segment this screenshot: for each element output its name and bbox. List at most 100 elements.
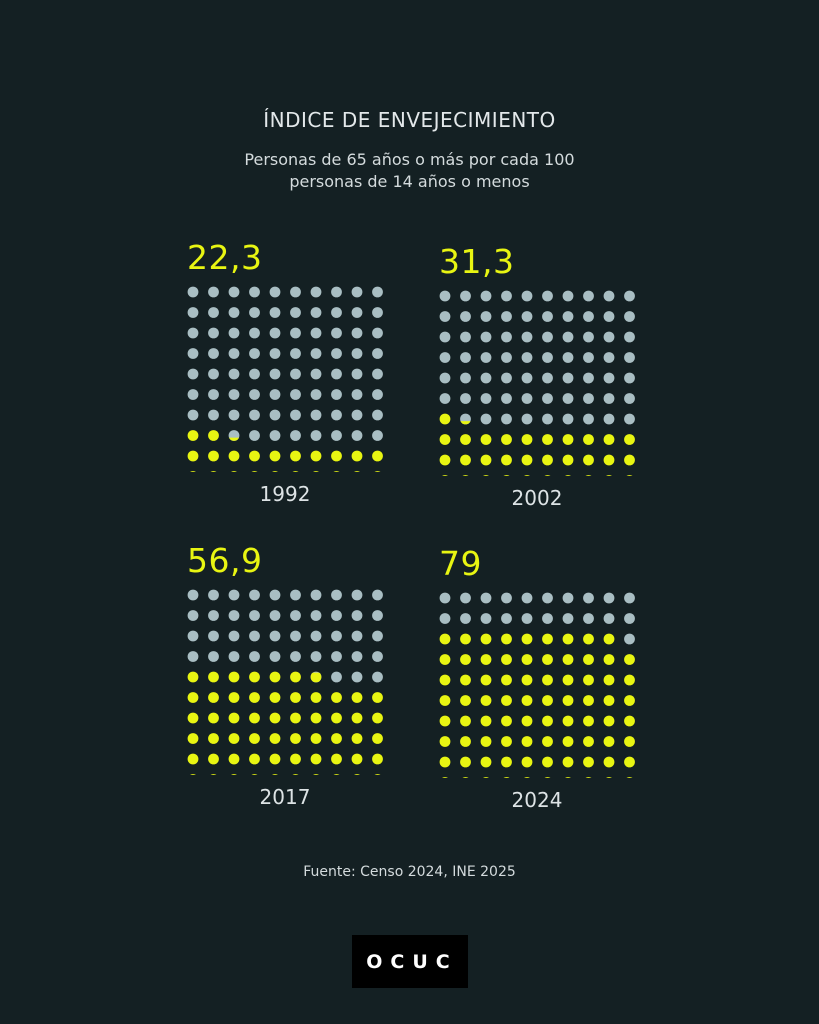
empty-dot [372,286,383,298]
empty-dot [372,409,383,421]
empty-dot [583,331,594,343]
empty-dot [331,671,342,683]
empty-dot [480,613,492,624]
empty-dot [583,290,594,302]
filled-dot [208,753,219,765]
filled-dot [290,671,301,683]
filled-dot [542,736,553,747]
filled-dot [606,777,612,778]
filled-dot [521,454,533,466]
filled-dot [544,777,551,778]
empty-dot [269,348,281,359]
empty-dot [562,393,574,404]
empty-dot [249,409,260,421]
subtitle-line-1: Personas de 65 años o más por cada 100 [244,150,575,169]
empty-dot [583,613,594,624]
filled-dot [480,633,492,645]
empty-dot [187,630,199,642]
filled-dot [583,756,594,768]
filled-dot [272,774,278,775]
filled-dot [501,454,512,466]
empty-dot [372,327,383,339]
filled-dot [501,736,512,747]
empty-dot [228,589,240,601]
empty-dot [290,368,301,380]
filled-dot [292,774,299,775]
empty-dot [269,286,281,298]
empty-dot [603,372,615,384]
filled-dot [331,733,342,744]
empty-dot [521,352,533,363]
empty-dot [310,430,322,441]
source-note: Fuente: Censo 2024, INE 2025 [303,864,516,880]
filled-dot [372,733,383,744]
filled-dot [251,471,258,472]
empty-dot [351,671,363,683]
empty-dot [624,311,635,322]
filled-dot [290,692,301,703]
empty-dot [208,368,219,380]
filled-dot [480,434,492,445]
empty-dot [228,327,240,339]
filled-dot [231,774,237,775]
empty-dot [460,372,471,384]
ocuc-logo: OCUC [352,935,468,988]
filled-dot [562,715,574,727]
filled-dot [460,654,471,665]
filled-dot [187,671,199,683]
empty-dot [331,327,342,339]
empty-dot [187,327,199,339]
filled-dot [501,633,512,645]
empty-dot [290,307,301,318]
filled-dot [521,434,533,445]
filled-dot [351,753,363,765]
value-label: 79 [439,544,482,583]
empty-dot [290,430,301,441]
empty-dot [331,286,342,298]
empty-dot [351,307,363,318]
filled-dot [460,756,471,768]
empty-dot [187,409,199,421]
empty-dot [310,286,322,298]
filled-dot [583,715,594,727]
filled-dot [249,733,260,744]
empty-dot [249,327,260,339]
partial-dot [229,437,239,441]
empty-dot [501,352,512,363]
filled-dot [565,777,571,778]
empty-dot [269,368,281,380]
filled-dot [208,733,219,744]
filled-dot [269,753,281,765]
empty-dot [603,393,615,404]
empty-dot [624,633,635,645]
empty-dot [269,327,281,339]
empty-dot [208,630,219,642]
filled-dot [249,450,260,462]
filled-dot [542,633,553,645]
empty-dot [331,389,342,400]
empty-dot [310,589,322,601]
filled-dot [501,715,512,727]
empty-dot [249,589,260,601]
empty-dot [624,290,635,302]
empty-dot [439,372,451,384]
filled-dot [442,475,448,476]
empty-dot [208,610,219,621]
value-label: 22,3 [187,238,263,277]
empty-dot [228,348,240,359]
empty-dot [351,630,363,642]
empty-dot [228,610,240,621]
empty-dot [372,389,383,400]
empty-dot [603,592,615,604]
filled-dot [542,674,553,686]
empty-dot [439,592,451,604]
empty-dot [460,331,471,343]
empty-dot [290,348,301,359]
empty-dot [562,592,574,604]
empty-dot [521,331,533,343]
filled-dot [460,633,471,645]
filled-dot [524,777,530,778]
empty-dot [624,352,635,363]
empty-dot [310,610,322,621]
filled-dot [501,674,512,686]
